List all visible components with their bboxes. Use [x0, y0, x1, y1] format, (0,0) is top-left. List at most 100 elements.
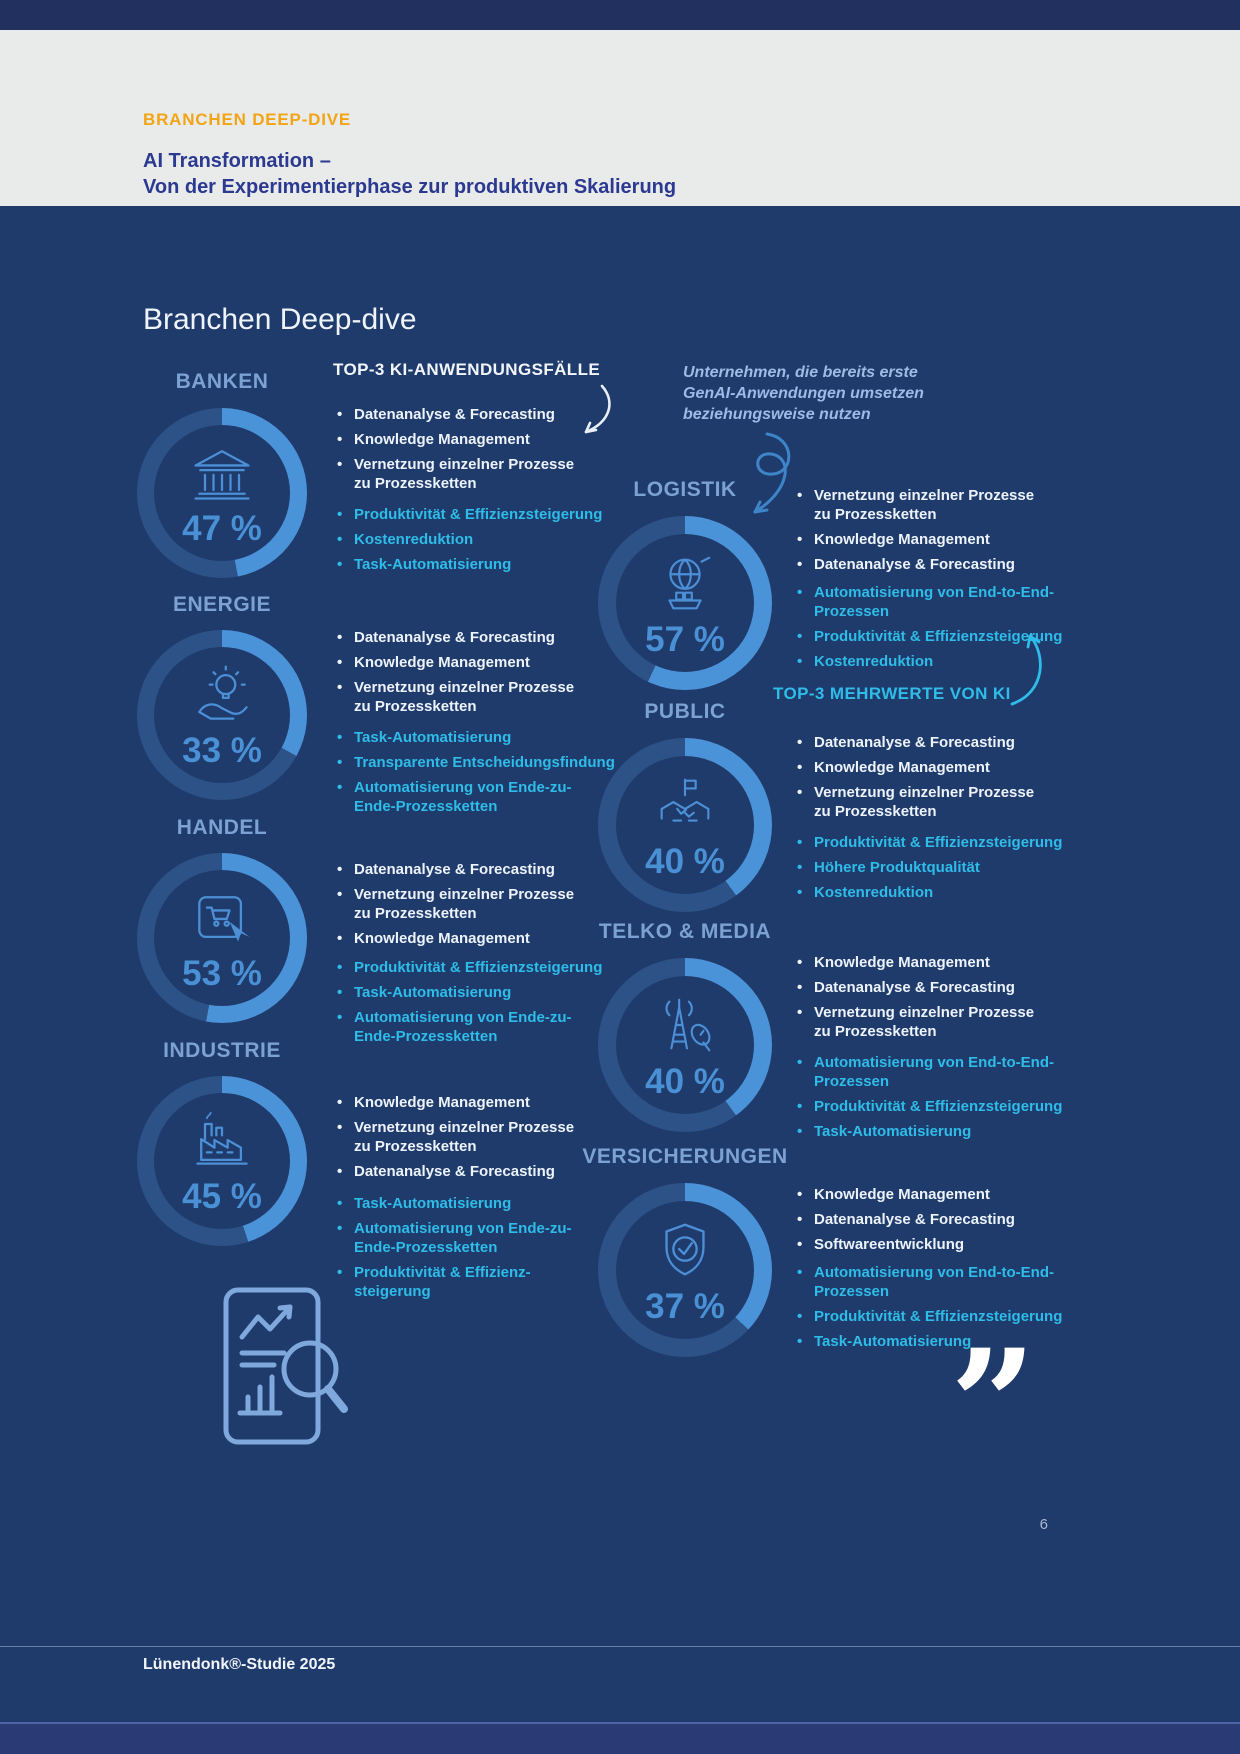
list-item: Datenanalyse & Forecasting: [335, 860, 655, 879]
donut-hole-energie: 33 %: [154, 647, 290, 783]
factory-icon: [196, 1111, 248, 1165]
list-item: Kostenreduktion: [795, 652, 1095, 671]
list-item: Vernetzung einzelner Prozesse zu Prozess…: [795, 1003, 1095, 1041]
quote-icon: ”: [950, 1317, 1037, 1493]
industry-label-industrie: INDUSTRIE: [163, 1039, 281, 1062]
list-item: Knowledge Management: [335, 653, 655, 672]
use-cases-versicherungen: Knowledge Management Datenanalyse & Fore…: [795, 1185, 1095, 1260]
donut-banken: 47 %: [137, 408, 307, 578]
list-item: Knowledge Management: [795, 530, 1095, 549]
pct-handel: 53 %: [182, 954, 262, 993]
list-item: Knowledge Management: [335, 1093, 655, 1112]
list-item: Produktivität & Effizienzsteigerung: [335, 958, 655, 977]
donut-handel: 53 %: [137, 853, 307, 1023]
pct-energie: 33 %: [182, 731, 262, 770]
benefits-versicherungen: Automatisierung von End-to-End- Prozesse…: [795, 1263, 1095, 1357]
use-cases-logistik: Vernetzung einzelner Prozesse zu Prozess…: [795, 486, 1095, 580]
list-item: Automatisierung von Ende-zu- Ende-Prozes…: [335, 1008, 655, 1046]
use-cases-telko-media: Knowledge Management Datenanalyse & Fore…: [795, 953, 1095, 1047]
industry-label-public: PUBLIC: [644, 700, 726, 723]
list-item: Vernetzung einzelner Prozesse zu Prozess…: [335, 1118, 655, 1156]
globe-ship-icon: [668, 556, 711, 610]
list-item: Automatisierung von Ende-zu- Ende-Prozes…: [335, 778, 655, 816]
list-item: Vernetzung einzelner Prozesse zu Prozess…: [795, 486, 1095, 524]
shield-check-icon: [665, 1223, 705, 1276]
list-item: Datenanalyse & Forecasting: [335, 1162, 655, 1181]
report-magnifier-icon: [223, 1287, 348, 1445]
use-cases-banken: Datenanalyse & Forecasting Knowledge Man…: [335, 405, 655, 499]
list-item: Vernetzung einzelner Prozesse zu Prozess…: [795, 783, 1095, 821]
list-item: Automatisierung von End-to-End- Prozesse…: [795, 1263, 1095, 1301]
industry-label-energie: ENERGIE: [172, 593, 272, 616]
donut-hole-handel: 53 %: [154, 870, 290, 1006]
use-cases-column-header: TOP-3 KI-ANWENDUNGSFÄLLE: [333, 360, 601, 379]
list-item: Knowledge Management: [795, 953, 1095, 972]
chapter-title: AI Transformation – Von der Experimentie…: [143, 148, 676, 200]
pct-banken: 47 %: [182, 509, 262, 548]
list-item: Produktivität & Effizienzsteigerung: [795, 833, 1095, 852]
use-cases-industrie: Knowledge Management Vernetzung einzelne…: [335, 1093, 655, 1187]
list-item: Task-Automatisierung: [795, 1122, 1095, 1141]
list-item: Datenanalyse & Forecasting: [335, 628, 655, 647]
list-item: Datenanalyse & Forecasting: [795, 1210, 1095, 1229]
use-cases-handel: Datenanalyse & Forecasting Vernetzung ei…: [335, 860, 655, 954]
list-item: Produktivität & Effizienzsteigerung: [795, 1097, 1095, 1116]
list-item: Produktivität & Effizienzsteigerung: [795, 1307, 1095, 1326]
use-cases-public: Datenanalyse & Forecasting Knowledge Man…: [795, 733, 1095, 827]
legend-note: Unternehmen, die bereits erste GenAI-Anw…: [683, 364, 924, 423]
list-item: Task-Automatisierung: [335, 1194, 655, 1213]
list-item: Produktivität & Effizienz- steigerung: [335, 1263, 655, 1301]
pct-telko-media: 40 %: [645, 1062, 725, 1101]
list-item: Datenanalyse & Forecasting: [795, 733, 1095, 752]
list-item: Task-Automatisierung: [335, 555, 655, 574]
list-item: Knowledge Management: [335, 430, 655, 449]
industry-label-logistik: LOGISTIK: [633, 478, 737, 501]
bottom-accent-bar: [0, 1722, 1240, 1754]
pct-logistik: 57 %: [645, 620, 725, 659]
chapter-title-line2: Von der Experimentierphase zur produktiv…: [143, 176, 677, 198]
bank-icon: [194, 450, 250, 500]
list-item: Produktivität & Effizienzsteigerung: [335, 505, 655, 524]
list-item: Task-Automatisierung: [795, 1332, 1095, 1351]
list-item: Datenanalyse & Forecasting: [795, 555, 1095, 574]
industry-label-handel: HANDEL: [176, 816, 268, 839]
list-item: Datenanalyse & Forecasting: [335, 405, 655, 424]
benefits-energie: Task-Automatisierung Transparente Entsch…: [335, 728, 655, 822]
benefits-handel: Produktivität & Effizienzsteigerung Task…: [335, 958, 655, 1052]
list-item: Task-Automatisierung: [335, 983, 655, 1002]
handshake-flag-icon: [660, 778, 710, 822]
energy-hand-bulb-icon: [198, 665, 248, 720]
benefits-public: Produktivität & Effizienzsteigerung Höhe…: [795, 833, 1095, 908]
chapter-title-line1: AI Transformation –: [143, 150, 331, 172]
industry-label-banken: BANKEN: [175, 370, 269, 393]
benefits-industrie: Task-Automatisierung Automatisierung von…: [335, 1194, 655, 1307]
top-accent-bar: [0, 0, 1240, 30]
donut-hole-banken: 47 %: [154, 425, 290, 561]
curly-arrow-icon: [753, 432, 791, 514]
donut-energie: 33 %: [137, 630, 307, 800]
footer-divider: [0, 1646, 1240, 1647]
radio-tower-dish-icon: [665, 998, 711, 1052]
list-item: Transparente Entscheidungsfindung: [335, 753, 655, 772]
list-item: Vernetzung einzelner Prozesse zu Prozess…: [335, 455, 655, 493]
list-item: Kostenreduktion: [795, 883, 1095, 902]
list-item: Knowledge Management: [795, 758, 1095, 777]
footer-study-label: Lünendonk®-Studie 2025: [143, 1656, 336, 1673]
pct-versicherungen: 37 %: [645, 1287, 725, 1326]
page-title: Branchen Deep-dive: [143, 303, 417, 337]
list-item: Automatisierung von End-to-End- Prozesse…: [795, 1053, 1095, 1091]
donut-hole-industrie: 45 %: [154, 1093, 290, 1229]
list-item: Datenanalyse & Forecasting: [795, 978, 1095, 997]
list-item: Task-Automatisierung: [335, 728, 655, 747]
donut-industrie: 45 %: [137, 1076, 307, 1246]
benefits-banken: Produktivität & Effizienzsteigerung Kost…: [335, 505, 655, 580]
list-item: Knowledge Management: [795, 1185, 1095, 1204]
page-header: BRANCHEN DEEP-DIVE AI Transformation – V…: [0, 30, 1240, 206]
benefits-telko-media: Automatisierung von End-to-End- Prozesse…: [795, 1053, 1095, 1147]
list-item: Vernetzung einzelner Prozesse zu Prozess…: [335, 885, 655, 923]
list-item: Softwareentwicklung: [795, 1235, 1095, 1254]
list-item: Automatisierung von End-to-End- Prozesse…: [795, 583, 1095, 621]
benefits-logistik: Automatisierung von End-to-End- Prozesse…: [795, 583, 1095, 677]
list-item: Knowledge Management: [335, 929, 655, 948]
